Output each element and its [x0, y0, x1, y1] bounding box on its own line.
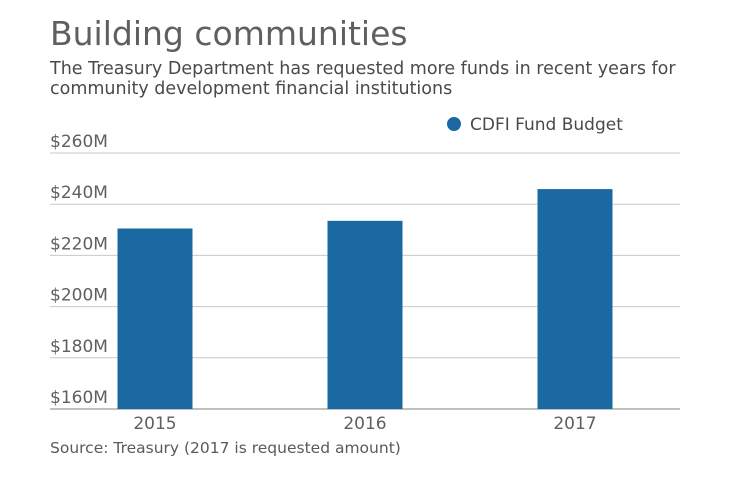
chart-subtitle: The Treasury Department has requested mo…	[50, 59, 676, 99]
legend-label: CDFI Fund Budget	[470, 115, 623, 135]
bar-2015	[117, 228, 193, 409]
y-axis-tick-labels: $160M $180M $200M $220M $240M $260M	[50, 132, 108, 408]
y-tick-label: $200M	[50, 286, 108, 306]
x-tick-label: 2016	[343, 414, 386, 434]
bars	[117, 189, 613, 409]
y-tick-label: $260M	[50, 132, 108, 152]
bar-2016	[327, 220, 403, 409]
legend-swatch	[447, 117, 461, 131]
x-tick-label: 2017	[553, 414, 596, 434]
y-tick-label: $240M	[50, 183, 108, 203]
x-tick-label: 2015	[133, 414, 176, 434]
bar-2017	[537, 189, 613, 409]
y-tick-label: $160M	[50, 388, 108, 408]
chart-title: Building communities	[50, 14, 408, 53]
y-tick-label: $180M	[50, 337, 108, 357]
y-tick-label: $220M	[50, 234, 108, 254]
legend: CDFI Fund Budget	[447, 115, 623, 135]
chart-source: Source: Treasury (2017 is requested amou…	[50, 439, 401, 457]
x-axis-category-labels: 2015 2016 2017	[133, 414, 596, 434]
